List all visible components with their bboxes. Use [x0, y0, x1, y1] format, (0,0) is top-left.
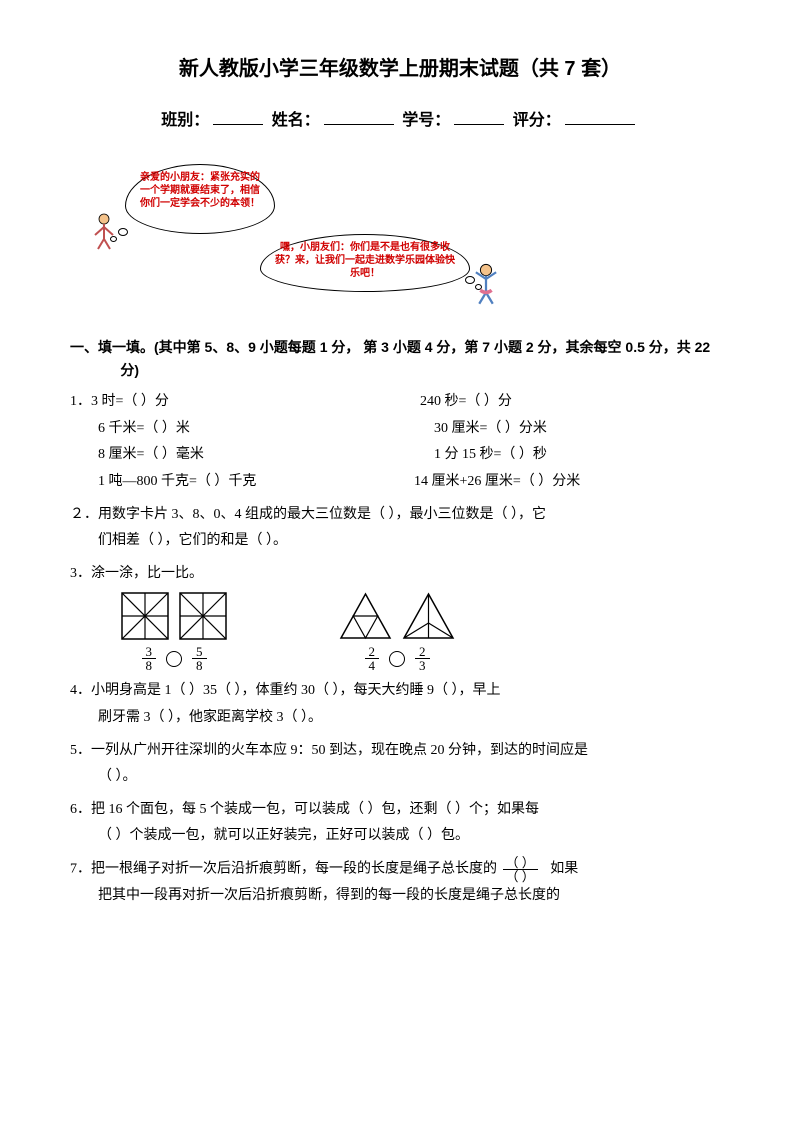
q6-line1: 6．把 16 个面包，每 5 个装成一包，可以装成（ ）包，还剩（ ）个；如果每: [70, 797, 730, 824]
q3-triangles-group: 24 23: [338, 591, 456, 672]
blank-fraction[interactable]: （ ） （ ）: [503, 856, 538, 883]
question-4: 4．小明身高是 1（ ）35（ ），体重约 30（ ），每天大约睡 9（ ），早…: [70, 678, 730, 731]
speech-bubbles-illustration: 亲爱的小朋友：紧张充实的一个学期就要结束了，相信你们一定学会不少的本领！ 嘿，小…: [70, 156, 730, 326]
name-blank[interactable]: [324, 109, 394, 125]
question-2: ２．用数字卡片 3、8、0、4 组成的最大三位数是（ ），最小三位数是（ ），它…: [70, 502, 730, 555]
bubble-2-text: 嘿，小朋友们：你们是不是也有很多收获？来，让我们一起走进数学乐园体验快乐吧！: [271, 241, 459, 280]
compare-circle[interactable]: [166, 651, 182, 667]
q2-line2: 们相差（ ），它们的和是（ ）。: [70, 528, 730, 555]
q7-line1: 7．把一根绳子对折一次后沿折痕剪断，每一段的长度是绳子总长度的 （ ） （ ） …: [70, 856, 730, 883]
fraction-2-4: 24: [365, 645, 380, 672]
q1-r1R: 240 秒=（ ）分: [420, 394, 512, 409]
triangle-3parts-icon: [401, 591, 456, 641]
compare-circle[interactable]: [389, 651, 405, 667]
id-label: 学号：: [402, 112, 450, 129]
fraction-3-8: 38: [142, 645, 157, 672]
class-label: 班别：: [161, 112, 209, 129]
q1-r2R: 30 厘米=（ ）分米: [434, 421, 547, 436]
score-blank[interactable]: [565, 109, 635, 125]
question-3: 3．涂一涂，比一比。 38: [70, 561, 730, 673]
triangle-4parts-icon: [338, 591, 393, 641]
question-6: 6．把 16 个面包，每 5 个装成一包，可以装成（ ）包，还剩（ ）个；如果每…: [70, 797, 730, 850]
q2-line1: ２．用数字卡片 3、8、0、4 组成的最大三位数是（ ），最小三位数是（ ），它: [70, 502, 730, 529]
q1-r4R: 14 厘米+26 厘米=（ ）分米: [414, 474, 580, 489]
q5-line1: 5．一列从广州开往深圳的火车本应 9：50 到达，现在晚点 20 分钟，到达的时…: [70, 738, 730, 765]
q3-text: 3．涂一涂，比一比。: [70, 561, 730, 588]
square-8parts-icon: [120, 591, 170, 641]
section-1-heading: 一、填一填。(其中第 5、8、9 小题每题 1 分， 第 3 小题 4 分，第 …: [70, 336, 730, 381]
q1-r4L: 1 吨—800 千克=（ ）千克: [98, 474, 256, 489]
name-label: 姓名：: [272, 112, 320, 129]
question-1: 1．3 时=（ ）分240 秒=（ ）分 6 千米=（ ）米30 厘米=（ ）分…: [70, 389, 730, 495]
page-title: 新人教版小学三年级数学上册期末试题（共 7 套）: [70, 50, 730, 88]
bubble-1-text: 亲爱的小朋友：紧张充实的一个学期就要结束了，相信你们一定学会不少的本领！: [136, 171, 264, 210]
speech-bubble-1: 亲爱的小朋友：紧张充实的一个学期就要结束了，相信你们一定学会不少的本领！: [125, 164, 275, 234]
q5-line2: （ ）。: [70, 764, 730, 791]
fraction-5-8: 58: [192, 645, 207, 672]
q3-squares-group: 38 58: [120, 591, 228, 672]
score-label: 评分：: [513, 112, 561, 129]
q1-r3R: 1 分 15 秒=（ ）秒: [434, 447, 547, 462]
q4-line2: 刷牙需 3（ ），他家距离学校 3（ ）。: [70, 705, 730, 732]
question-5: 5．一列从广州开往深圳的火车本应 9：50 到达，现在晚点 20 分钟，到达的时…: [70, 738, 730, 791]
bubble-tail-icon: [118, 228, 128, 236]
fraction-2-3: 23: [415, 645, 430, 672]
q4-line1: 4．小明身高是 1（ ）35（ ），体重约 30（ ），每天大约睡 9（ ），早…: [70, 678, 730, 705]
student-info-line: 班别： 姓名： 学号： 评分：: [70, 106, 730, 136]
id-blank[interactable]: [454, 109, 504, 125]
question-7: 7．把一根绳子对折一次后沿折痕剪断，每一段的长度是绳子总长度的 （ ） （ ） …: [70, 856, 730, 910]
q1-r2L: 6 千米=（ ）米: [98, 421, 190, 436]
q7-line2: 把其中一段再对折一次后沿折痕剪断，得到的每一段的长度是绳子总长度的: [70, 883, 730, 910]
square-8parts-icon: [178, 591, 228, 641]
class-blank[interactable]: [213, 109, 263, 125]
q6-line2: （ ）个装成一包，就可以正好装完，正好可以装成（ ）包。: [70, 823, 730, 850]
q1-r1L: 3 时=（ ）分: [91, 394, 169, 409]
speech-bubble-2: 嘿，小朋友们：你们是不是也有很多收获？来，让我们一起走进数学乐园体验快乐吧！: [260, 234, 470, 292]
character-left-icon: [90, 211, 118, 251]
q1-r3L: 8 厘米=（ ）毫米: [98, 447, 204, 462]
character-right-icon: [470, 261, 502, 306]
q3-shapes: 38 58 24 23: [110, 591, 730, 672]
